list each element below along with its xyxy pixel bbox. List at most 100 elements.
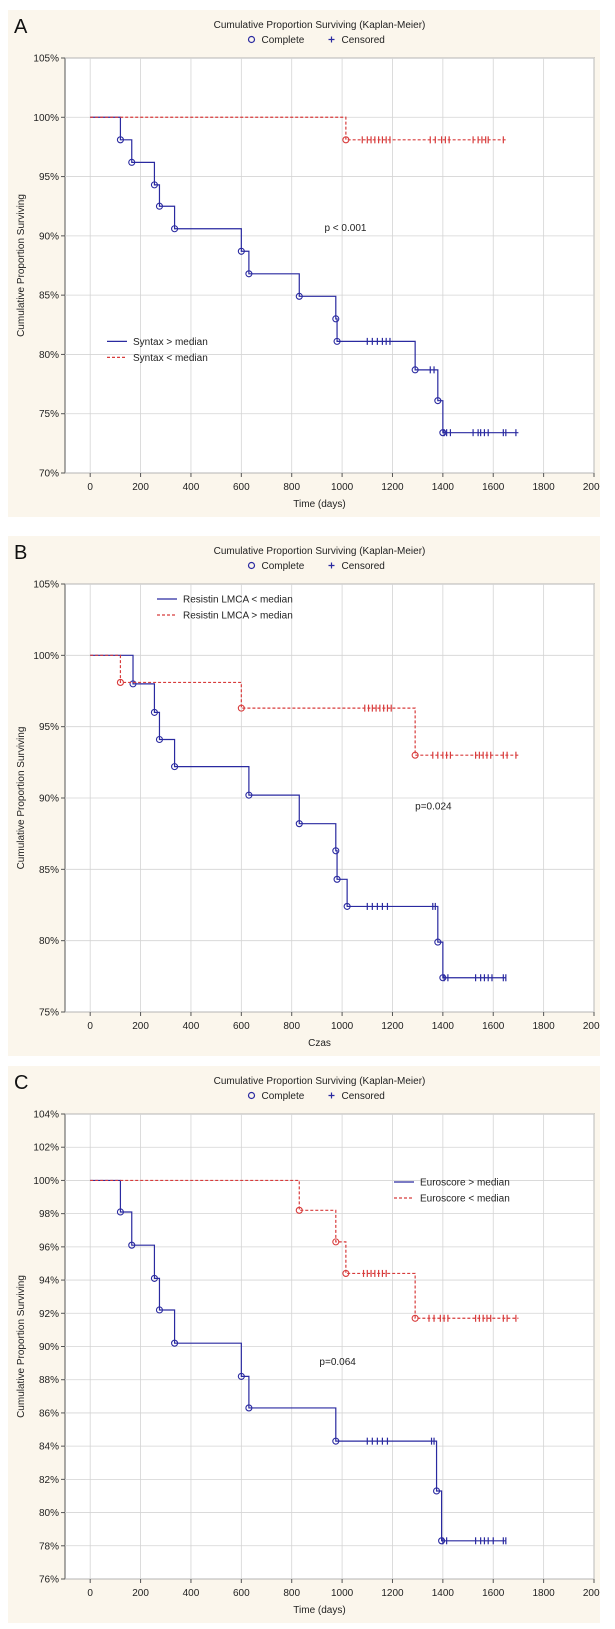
event-marker <box>155 202 164 210</box>
event-marker <box>332 847 340 855</box>
x-tick-label: 1000 <box>331 482 354 493</box>
series-1 <box>90 654 519 759</box>
x-axis-label: Time (days) <box>293 499 345 510</box>
x-tick-label: 2000 <box>583 1588 600 1599</box>
event-marker <box>128 158 136 166</box>
chart-title: Cumulative Proportion Surviving (Kaplan-… <box>214 1076 426 1087</box>
y-tick-label: 84% <box>39 1442 59 1453</box>
y-tick-label: 80% <box>39 350 59 361</box>
complete-symbol-icon <box>247 35 256 44</box>
x-tick-label: 400 <box>183 1588 200 1599</box>
y-tick-label: 96% <box>39 1242 59 1253</box>
y-tick-label: 88% <box>39 1375 59 1386</box>
x-tick-label: 1800 <box>532 1021 555 1032</box>
x-tick-label: 1400 <box>432 482 455 493</box>
event-marker <box>116 136 124 144</box>
panel-b: 0 200 400 600 800 1000 1200 1400 1600 1800 2000 75%… <box>8 536 600 1056</box>
symbol-legend: Complete Censored <box>247 1091 385 1102</box>
chart-title: Cumulative Proportion Surviving (Kaplan-… <box>214 546 426 557</box>
event-marker <box>439 974 447 982</box>
survival-curve <box>90 116 506 141</box>
x-tick-label: 200 <box>132 1021 149 1032</box>
x-tick-label: 800 <box>283 1021 300 1032</box>
event-marker <box>332 1437 340 1445</box>
y-tick-label: 105% <box>33 580 59 591</box>
legend-entry-label: Euroscore > median <box>420 1178 510 1189</box>
event-marker <box>411 751 419 759</box>
panel-letter-b: B <box>14 542 28 564</box>
panel-c: 0 200 400 600 800 1000 1200 1400 1600 1800 2000 76%… <box>8 1066 600 1623</box>
legend-entry-label: Euroscore < median <box>420 1194 510 1205</box>
event-marker <box>342 136 350 144</box>
km-chart-b: 0 200 400 600 800 1000 1200 1400 1600 1800 2000 75%… <box>16 546 600 1049</box>
survival-curve <box>90 1179 519 1319</box>
survival-curve <box>90 654 519 756</box>
x-tick-label: 1600 <box>482 1021 505 1032</box>
y-tick-label: 100% <box>33 1176 59 1187</box>
x-tick-label: 200 <box>132 1588 149 1599</box>
y-tick-label: 100% <box>33 113 59 124</box>
series-1 <box>90 116 506 144</box>
legend-entry-label: Syntax < median <box>133 353 208 364</box>
panel-letter-a: A <box>14 16 28 38</box>
survival-curve <box>90 116 519 434</box>
x-tick-label: 1400 <box>432 1588 455 1599</box>
x-tick-label: 400 <box>183 482 200 493</box>
x-tick-label: 600 <box>233 1021 250 1032</box>
series-0 <box>90 654 507 982</box>
y-tick-label: 85% <box>39 291 59 302</box>
km-chart-c: 0 200 400 600 800 1000 1200 1400 1600 1800 2000 76%… <box>16 1076 600 1616</box>
x-tick-label: 800 <box>283 1588 300 1599</box>
x-tick-label: 1400 <box>432 1021 455 1032</box>
y-tick-label: 85% <box>39 865 59 876</box>
x-tick-label: 1200 <box>381 1588 404 1599</box>
event-marker <box>295 292 303 300</box>
event-marker <box>342 1269 350 1277</box>
event-marker <box>332 315 340 323</box>
event-marker <box>129 680 137 688</box>
x-tick-label: 2000 <box>583 482 600 493</box>
x-tick-label: 2000 <box>583 1021 600 1032</box>
series-legend: Euroscore > median Euroscore < median <box>394 1178 510 1205</box>
event-marker <box>150 1274 158 1282</box>
censored-label: Censored <box>342 35 385 46</box>
y-tick-label: 98% <box>39 1209 59 1220</box>
series-0 <box>90 116 519 437</box>
symbol-legend: Complete Censored <box>247 35 385 46</box>
event-marker <box>411 366 419 374</box>
complete-symbol-icon <box>247 1091 256 1100</box>
y-tick-label: 104% <box>33 1110 59 1121</box>
x-tick-label: 1000 <box>331 1588 354 1599</box>
event-marker <box>116 1208 124 1216</box>
y-tick-label: 76% <box>39 1575 59 1586</box>
y-tick-label: 100% <box>33 651 59 662</box>
plot-area <box>64 57 595 474</box>
event-marker <box>128 1241 136 1249</box>
complete-label: Complete <box>262 1091 305 1102</box>
x-tick-label: 200 <box>132 482 149 493</box>
y-tick-label: 78% <box>39 1541 59 1552</box>
x-tick-label: 800 <box>283 482 300 493</box>
x-tick-label: 1200 <box>381 482 404 493</box>
series-legend: Syntax > median Syntax < median <box>107 337 208 364</box>
x-axis-label: Czas <box>308 1038 331 1049</box>
survival-curve <box>90 654 506 979</box>
event-marker <box>433 1487 441 1495</box>
y-tick-label: 75% <box>39 1008 59 1019</box>
event-marker <box>150 181 158 189</box>
symbol-legend: Complete Censored <box>247 561 385 572</box>
event-marker <box>295 1206 303 1214</box>
event-marker <box>343 902 351 910</box>
y-tick-label: 94% <box>39 1276 59 1287</box>
legend-entry-label: Syntax > median <box>133 337 208 348</box>
y-tick-label: 90% <box>39 231 59 242</box>
x-tick-label: 600 <box>233 482 250 493</box>
legend-entry-label: Resistin LMCA > median <box>183 611 293 622</box>
event-marker <box>333 875 341 883</box>
event-marker <box>150 708 158 716</box>
x-tick-label: 1000 <box>331 1021 354 1032</box>
x-tick-label: 1800 <box>532 482 555 493</box>
y-tick-label: 102% <box>33 1143 59 1154</box>
x-tick-label: 1600 <box>482 1588 505 1599</box>
legend-entry-label: Resistin LMCA < median <box>183 595 293 606</box>
